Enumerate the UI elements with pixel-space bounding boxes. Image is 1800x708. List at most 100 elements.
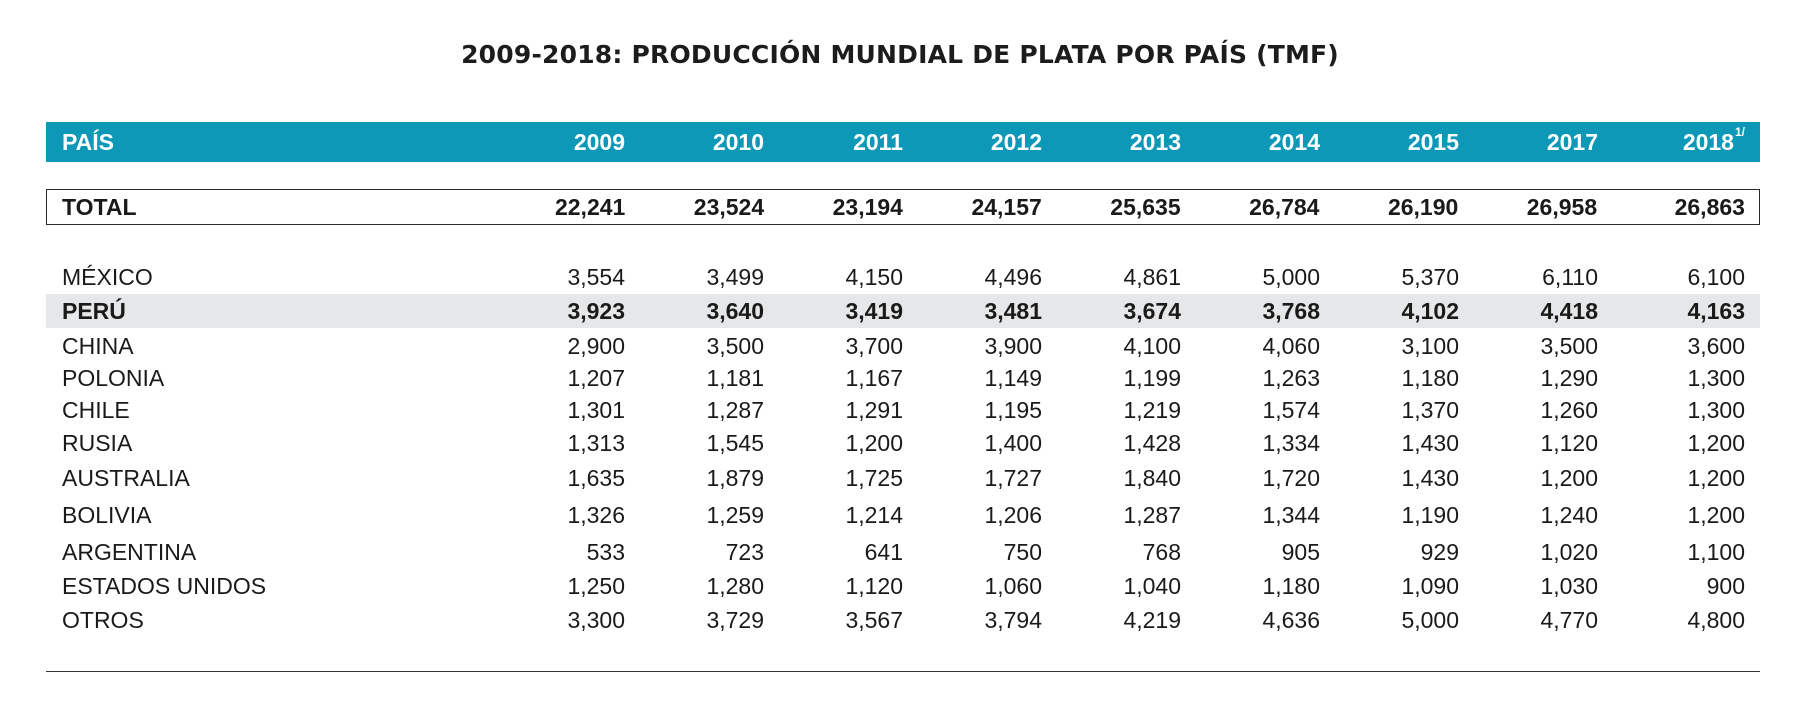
production-value: 1,344 [1262,501,1320,528]
production-value: 1,020 [1540,538,1598,565]
production-value: 3,768 [1262,297,1320,324]
production-value: 3,500 [1540,332,1598,359]
country-name: CHINA [62,332,134,359]
production-value: 723 [725,538,764,565]
table-row: AUSTRALIA 1,635 1,879 1,725 1,727 1,840 1,720 1… [46,461,1760,495]
production-value: 1,290 [1540,364,1598,391]
production-value: 3,500 [706,332,764,359]
production-value: 1,326 [567,501,625,528]
header-year: 2010 [712,128,764,155]
country-name: MÉXICO [62,263,153,290]
production-value: 1,313 [567,429,625,456]
production-value: 1,250 [567,572,625,599]
table-row: CHINA 2,900 3,500 3,700 3,900 4,100 4,060 3,100… [46,329,1760,363]
production-value: 1,879 [706,464,764,491]
production-value: 1,181 [706,364,764,391]
footnote-marker: 1/ [1734,124,1745,139]
production-value: 929 [1420,538,1459,565]
production-value: 1,214 [845,501,903,528]
production-value: 5,000 [1262,263,1320,290]
header-year: 2014 [1268,128,1320,155]
production-value: 4,800 [1687,606,1745,633]
production-value: 750 [1003,538,1042,565]
country-name: ARGENTINA [62,538,197,565]
production-value: 5,370 [1401,263,1459,290]
production-value: 3,600 [1687,332,1745,359]
bottom-divider [46,671,1760,672]
country-name: ESTADOS UNIDOS [62,572,267,599]
total-value: 26,958 [1526,193,1598,220]
header-year-last: 20181/ [1598,125,1760,156]
production-value: 4,150 [845,263,903,290]
production-value: 3,700 [845,332,903,359]
production-value: 641 [864,538,903,565]
production-value: 4,418 [1540,297,1598,324]
production-value: 3,640 [706,297,764,324]
production-value: 4,102 [1401,297,1459,324]
production-value: 1,400 [984,429,1042,456]
header-year-label: 2018 [1682,128,1734,155]
production-value: 5,000 [1401,606,1459,633]
production-value: 1,199 [1123,364,1181,391]
production-value: 3,100 [1401,332,1459,359]
production-value: 1,545 [706,429,764,456]
total-value: 26,863 [1674,193,1745,220]
production-value: 3,567 [845,606,903,633]
production-value: 1,060 [984,572,1042,599]
table-row-highlighted: PERÚ 3,923 3,640 3,419 3,481 3,674 3,768 4,102 4… [46,294,1760,328]
production-value: 1,200 [845,429,903,456]
country-name: BOLIVIA [62,501,152,528]
header-year: 2011 [853,128,903,155]
production-value: 3,923 [567,297,625,324]
header-country: PAÍS [62,128,114,155]
production-value: 3,729 [706,606,764,633]
production-value: 4,163 [1687,297,1745,324]
total-value: 25,635 [1110,193,1181,220]
production-value: 1,287 [706,396,764,423]
total-value: 26,190 [1387,193,1459,220]
header-year: 2013 [1129,128,1181,155]
production-value: 1,280 [706,572,764,599]
total-row: TOTAL 22,241 23,524 23,194 24,157 25,635… [46,189,1760,225]
production-value: 1,430 [1401,429,1459,456]
table-row: ARGENTINA 533 723 641 750 768 905 929 1,020 1,100 [46,535,1760,569]
production-value: 3,900 [984,332,1042,359]
production-value: 1,291 [845,396,903,423]
header-year: 2012 [990,128,1042,155]
production-value: 4,219 [1123,606,1181,633]
header-year: 2015 [1407,128,1459,155]
production-value: 1,370 [1401,396,1459,423]
production-value: 3,794 [984,606,1042,633]
table-header: PAÍS 2009 2010 2011 2012 2013 2014 2015 … [46,122,1760,162]
production-value: 1,195 [984,396,1042,423]
production-value: 1,200 [1687,464,1745,491]
production-value: 3,481 [984,297,1042,324]
production-value: 1,206 [984,501,1042,528]
production-value: 1,149 [984,364,1042,391]
production-value: 1,190 [1401,501,1459,528]
production-value: 1,428 [1123,429,1181,456]
production-value: 1,287 [1123,501,1181,528]
production-value: 900 [1706,572,1745,599]
total-value: 23,194 [832,193,903,220]
production-value: 1,263 [1262,364,1320,391]
production-value: 1,030 [1540,572,1598,599]
production-value: 4,770 [1540,606,1598,633]
production-value: 1,727 [984,464,1042,491]
production-value: 1,200 [1687,501,1745,528]
production-value: 1,207 [567,364,625,391]
production-value: 768 [1142,538,1181,565]
total-value: 22,241 [554,193,626,220]
page-title: 2009-2018: PRODUCCIÓN MUNDIAL DE PLATA P… [461,40,1339,69]
total-value: 24,157 [971,193,1042,220]
table-row: POLONIA 1,207 1,181 1,167 1,149 1,199 1,263 1,1… [46,361,1760,395]
production-value: 2,900 [567,332,625,359]
production-value: 1,720 [1262,464,1320,491]
production-value: 1,120 [1540,429,1598,456]
production-value: 1,240 [1540,501,1598,528]
production-value: 4,861 [1123,263,1181,290]
table-row: RUSIA 1,313 1,545 1,200 1,400 1,428 1,334 1,430… [46,426,1760,460]
production-value: 4,496 [984,263,1042,290]
country-name: PERÚ [62,297,126,324]
production-value: 3,554 [567,263,625,290]
